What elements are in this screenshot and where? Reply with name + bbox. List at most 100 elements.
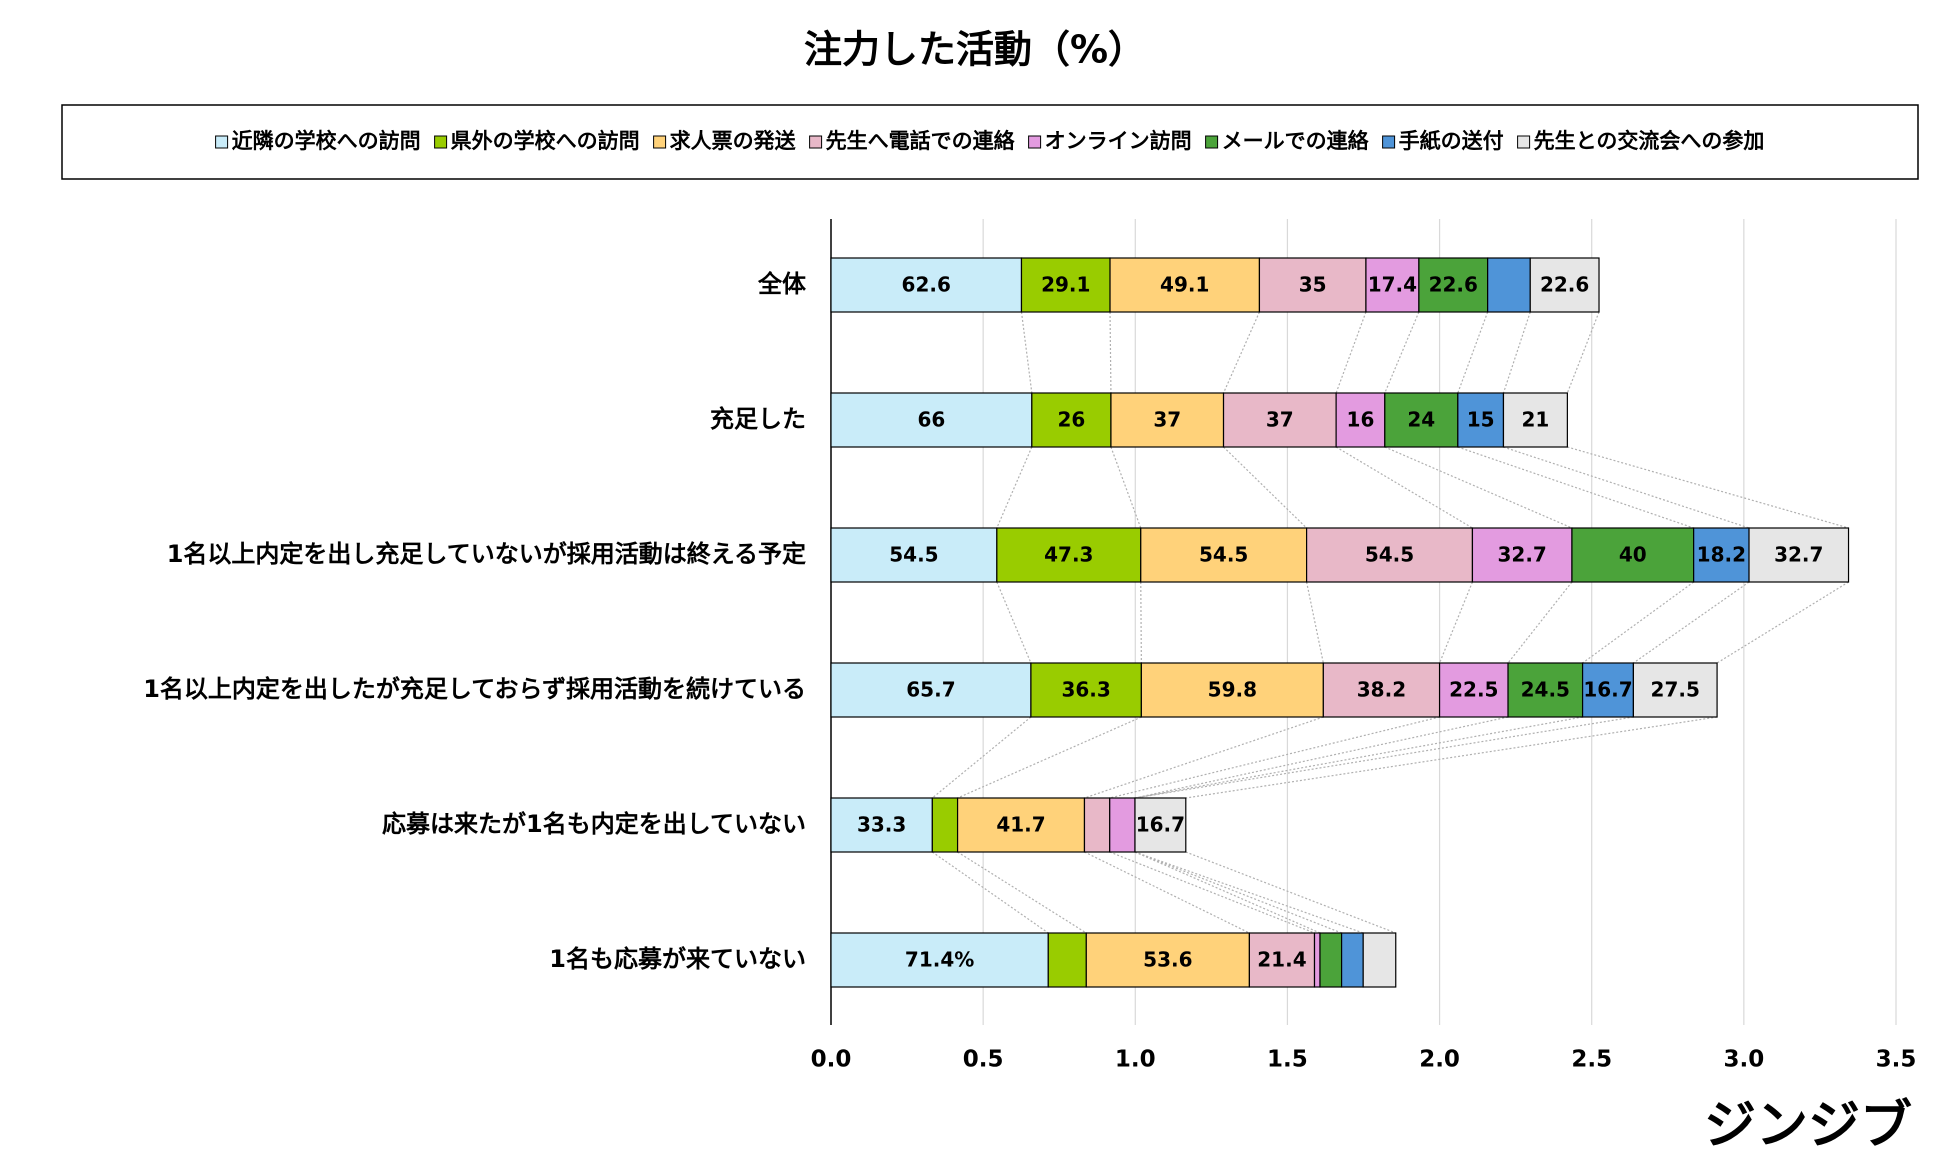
bar-segment [1384, 392, 1459, 448]
bar-segment [1571, 527, 1695, 583]
connector-line [1185, 716, 1718, 799]
data-label: 41.7 [996, 813, 1045, 837]
bar-segment [1134, 797, 1187, 853]
bar-segment [931, 797, 959, 853]
data-label: 54.5 [889, 543, 938, 567]
connector-line [1502, 311, 1531, 394]
bar-segment [1319, 932, 1343, 988]
data-label: 27.5 [1651, 678, 1700, 702]
connector-line [1110, 446, 1142, 529]
bar-segment [1109, 797, 1136, 853]
legend-label: オンライン訪問 [1045, 129, 1192, 153]
bar-segment [1632, 662, 1718, 718]
data-label: 22.6 [1429, 273, 1478, 297]
bar-segment [1438, 662, 1509, 718]
bar-segment [1471, 527, 1573, 583]
data-label: 59.8 [1208, 678, 1257, 702]
connector-line [1134, 851, 1321, 934]
connector-line [931, 716, 1032, 799]
data-label: 47.3 [1044, 543, 1093, 567]
connector-line [1503, 446, 1750, 529]
bar-segment [1322, 662, 1441, 718]
bar-segment [1748, 527, 1850, 583]
connector-line [1134, 851, 1364, 934]
connector-line [1306, 581, 1324, 664]
connector-line [1384, 446, 1573, 529]
x-tick-label: 2.0 [1419, 1047, 1460, 1073]
bar-segment [1362, 932, 1397, 988]
legend-label: 県外の学校への訪問 [451, 129, 640, 153]
category-label: 1名も応募が来ていない [549, 945, 806, 973]
bar-segment [1335, 392, 1386, 448]
legend-box [61, 104, 1919, 180]
data-label: 21.4 [1257, 948, 1306, 972]
bar-segment [830, 662, 1032, 718]
connector-line [996, 446, 1033, 529]
data-label: 16 [1347, 408, 1375, 432]
data-label: 54.5 [1365, 543, 1414, 567]
bar-segment [1457, 392, 1505, 448]
legend-label: メールでの連絡 [1222, 129, 1370, 153]
connector-line [1507, 581, 1573, 664]
bar-segment [1418, 257, 1489, 313]
connector-line [1222, 311, 1260, 394]
bar-segment [1313, 932, 1321, 988]
x-tick-label: 2.5 [1571, 1047, 1612, 1073]
data-label: 15 [1467, 408, 1495, 432]
x-tick-label: 1.0 [1115, 1047, 1156, 1073]
bar-segment [830, 932, 1049, 988]
connector-line [1335, 446, 1473, 529]
data-label: 16.7 [1136, 813, 1185, 837]
legend-swatch [1205, 135, 1219, 149]
legend-label: 求人票の発送 [670, 129, 797, 153]
category-label: 充足した [710, 405, 806, 433]
bar-segment [1109, 257, 1261, 313]
data-label: 22.6 [1540, 273, 1589, 297]
legend-label: 近隣の学校への訪問 [232, 129, 421, 153]
data-label: 29.1 [1041, 273, 1090, 297]
category-label: 応募は来たが1名も内定を出していない [382, 810, 806, 838]
connector-line [1134, 716, 1634, 799]
bar-segment [1507, 662, 1584, 718]
connector-line [1716, 581, 1849, 664]
data-label: 38.2 [1357, 678, 1406, 702]
legend-swatch [1028, 135, 1042, 149]
data-label: 62.6 [902, 273, 951, 297]
bar-segment [1487, 257, 1531, 313]
bar-segment [1248, 932, 1316, 988]
x-tick-label: 0.5 [963, 1047, 1004, 1073]
connector-line [1566, 311, 1600, 394]
connector-line [1109, 311, 1112, 394]
data-label: 33.3 [857, 813, 906, 837]
bar-segment [1222, 392, 1337, 448]
bar-segment [830, 527, 998, 583]
connector-line [1335, 311, 1367, 394]
connector-line [931, 851, 1049, 934]
data-label: 16.7 [1583, 678, 1632, 702]
legend-label: 先生へ電話での連絡 [826, 129, 1016, 153]
data-label: 49.1 [1160, 273, 1209, 297]
legend-swatch [1382, 135, 1396, 149]
data-label: 53.6 [1143, 948, 1192, 972]
bar-segment [830, 392, 1033, 448]
bar-segment [1110, 392, 1225, 448]
legend-label: 先生との交流会への参加 [1534, 129, 1765, 153]
data-label: 36.3 [1061, 678, 1110, 702]
data-label: 17.4 [1368, 273, 1417, 297]
legend-swatch [434, 135, 448, 149]
bar-segment [1502, 392, 1568, 448]
connector-line [1567, 446, 1849, 529]
connector-line [1109, 716, 1440, 799]
bar-segment [1340, 932, 1364, 988]
data-label: 21 [1521, 408, 1549, 432]
connector-line [1457, 446, 1694, 529]
data-label: 24.5 [1521, 678, 1570, 702]
legend-label: 手紙の送付 [1399, 129, 1504, 153]
bar-segment [996, 527, 1142, 583]
legend-swatch [653, 135, 667, 149]
connector-line [1084, 851, 1250, 934]
data-label: 32.7 [1498, 543, 1547, 567]
brand-logo: ジンジブ [1704, 1096, 1912, 1156]
connector-line [1223, 446, 1308, 529]
